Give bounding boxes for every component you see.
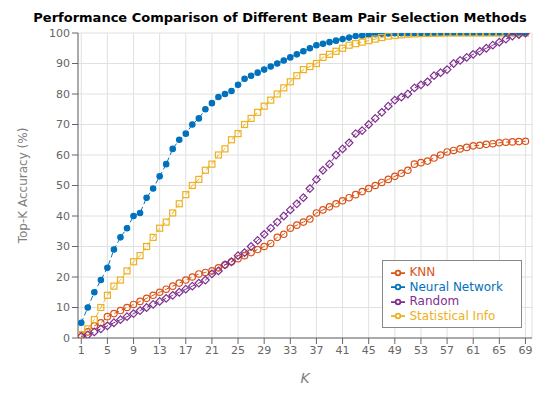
html-text:Neural Network: Neural Network — [409, 279, 503, 294]
svg-text:41: 41 — [336, 344, 350, 357]
svg-text:10: 10 — [56, 301, 70, 314]
svg-text:65: 65 — [492, 344, 506, 357]
svg-text:49: 49 — [388, 344, 402, 357]
svg-text:9: 9 — [130, 344, 137, 357]
svg-text:K: K — [300, 370, 311, 386]
svg-text:90: 90 — [56, 57, 70, 70]
svg-text:60: 60 — [56, 149, 70, 162]
svg-text:70: 70 — [56, 118, 70, 131]
svg-text:21: 21 — [205, 344, 219, 357]
svg-text:53: 53 — [414, 344, 428, 357]
html-text:KNN: KNN — [409, 265, 436, 279]
svg-text:69: 69 — [518, 344, 532, 357]
html-text:Random: Random — [409, 294, 460, 308]
html-text:Statistical Info: Statistical Info — [409, 308, 496, 323]
svg-text:61: 61 — [466, 344, 480, 357]
svg-text:37: 37 — [309, 344, 323, 357]
svg-text:20: 20 — [56, 271, 70, 284]
svg-text:57: 57 — [440, 344, 454, 357]
svg-text:30: 30 — [56, 240, 70, 253]
svg-text:0: 0 — [63, 332, 70, 345]
svg-text:80: 80 — [56, 88, 70, 101]
svg-text:13: 13 — [153, 344, 167, 357]
svg-text:1: 1 — [78, 344, 85, 357]
svg-text:Top-K Accuracy (%): Top-K Accuracy (%) — [16, 128, 30, 245]
svg-text:33: 33 — [283, 344, 297, 357]
svg-text:100: 100 — [49, 28, 70, 40]
svg-text:40: 40 — [56, 210, 70, 223]
svg-text:17: 17 — [179, 344, 193, 357]
html-text:Performance Comparison of Diff: Performance Comparison of Different Beam… — [33, 10, 527, 25]
svg-text:45: 45 — [362, 344, 376, 357]
svg-text:29: 29 — [257, 344, 271, 357]
svg-text:25: 25 — [231, 344, 245, 357]
svg-text:5: 5 — [104, 344, 111, 357]
svg-text:50: 50 — [56, 179, 70, 192]
